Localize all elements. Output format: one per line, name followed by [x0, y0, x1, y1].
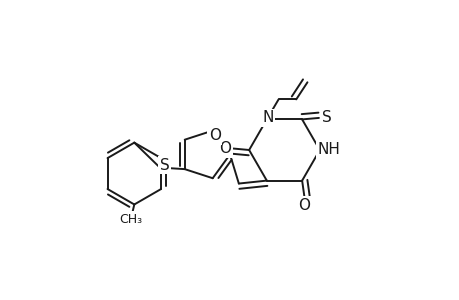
Text: O: O [208, 128, 220, 143]
Text: O: O [298, 197, 310, 212]
Text: S: S [159, 158, 169, 173]
Text: N: N [262, 110, 274, 125]
Text: O: O [219, 141, 231, 156]
Text: NH: NH [317, 142, 339, 158]
Text: CH₃: CH₃ [119, 213, 142, 226]
Text: S: S [321, 110, 331, 125]
